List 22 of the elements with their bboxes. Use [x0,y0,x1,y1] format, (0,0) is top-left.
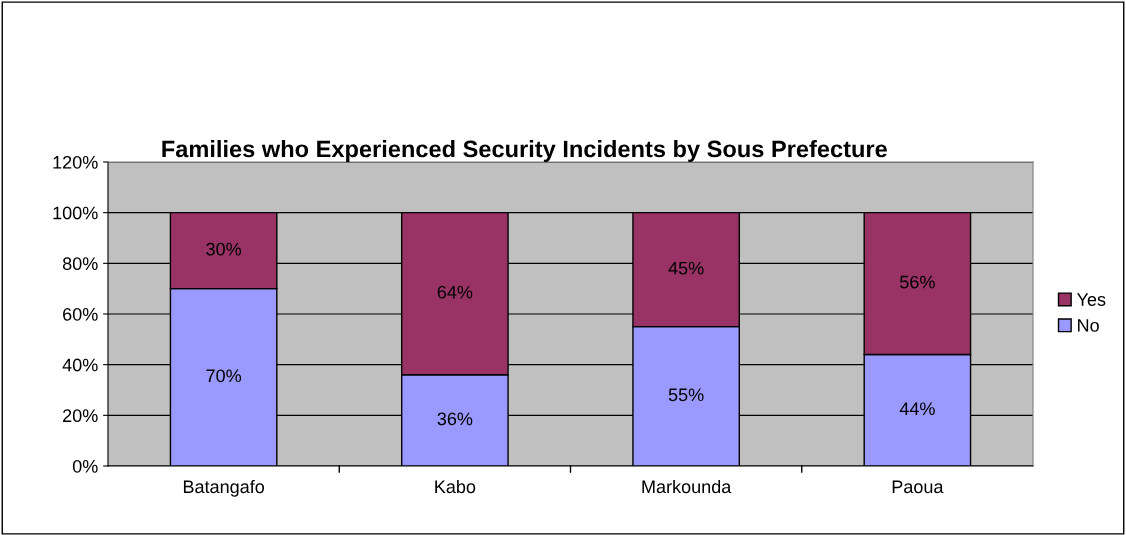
y-tick-label: 20% [63,409,98,423]
data-label: 36% [437,412,473,426]
y-tick-label: 60% [63,307,98,321]
x-tick-label: Kabo [435,479,476,494]
x-tick-label: Batangafo [183,479,265,497]
x-tick-label: Markounda [642,479,732,494]
data-label: 44% [899,402,935,416]
data-label: 55% [668,388,704,402]
data-label: 56% [900,275,935,289]
y-tick-label: 0% [72,459,98,473]
y-tick-label: 120% [53,155,98,169]
y-tick-label: 80% [62,257,98,271]
x-tick-label: Paoua [892,480,944,494]
data-label: 64% [437,285,473,299]
legend-label: No [1078,319,1099,332]
y-tick-label: 40% [62,358,98,372]
chart-title: Families who Experienced Security Incidents by Sous Prefecture [162,139,887,162]
data-label: 70% [206,369,242,383]
y-tick-label: 100% [53,206,98,220]
data-label: 45% [668,261,704,275]
legend-label: Yes [1076,293,1106,306]
data-label: 30% [206,242,242,256]
